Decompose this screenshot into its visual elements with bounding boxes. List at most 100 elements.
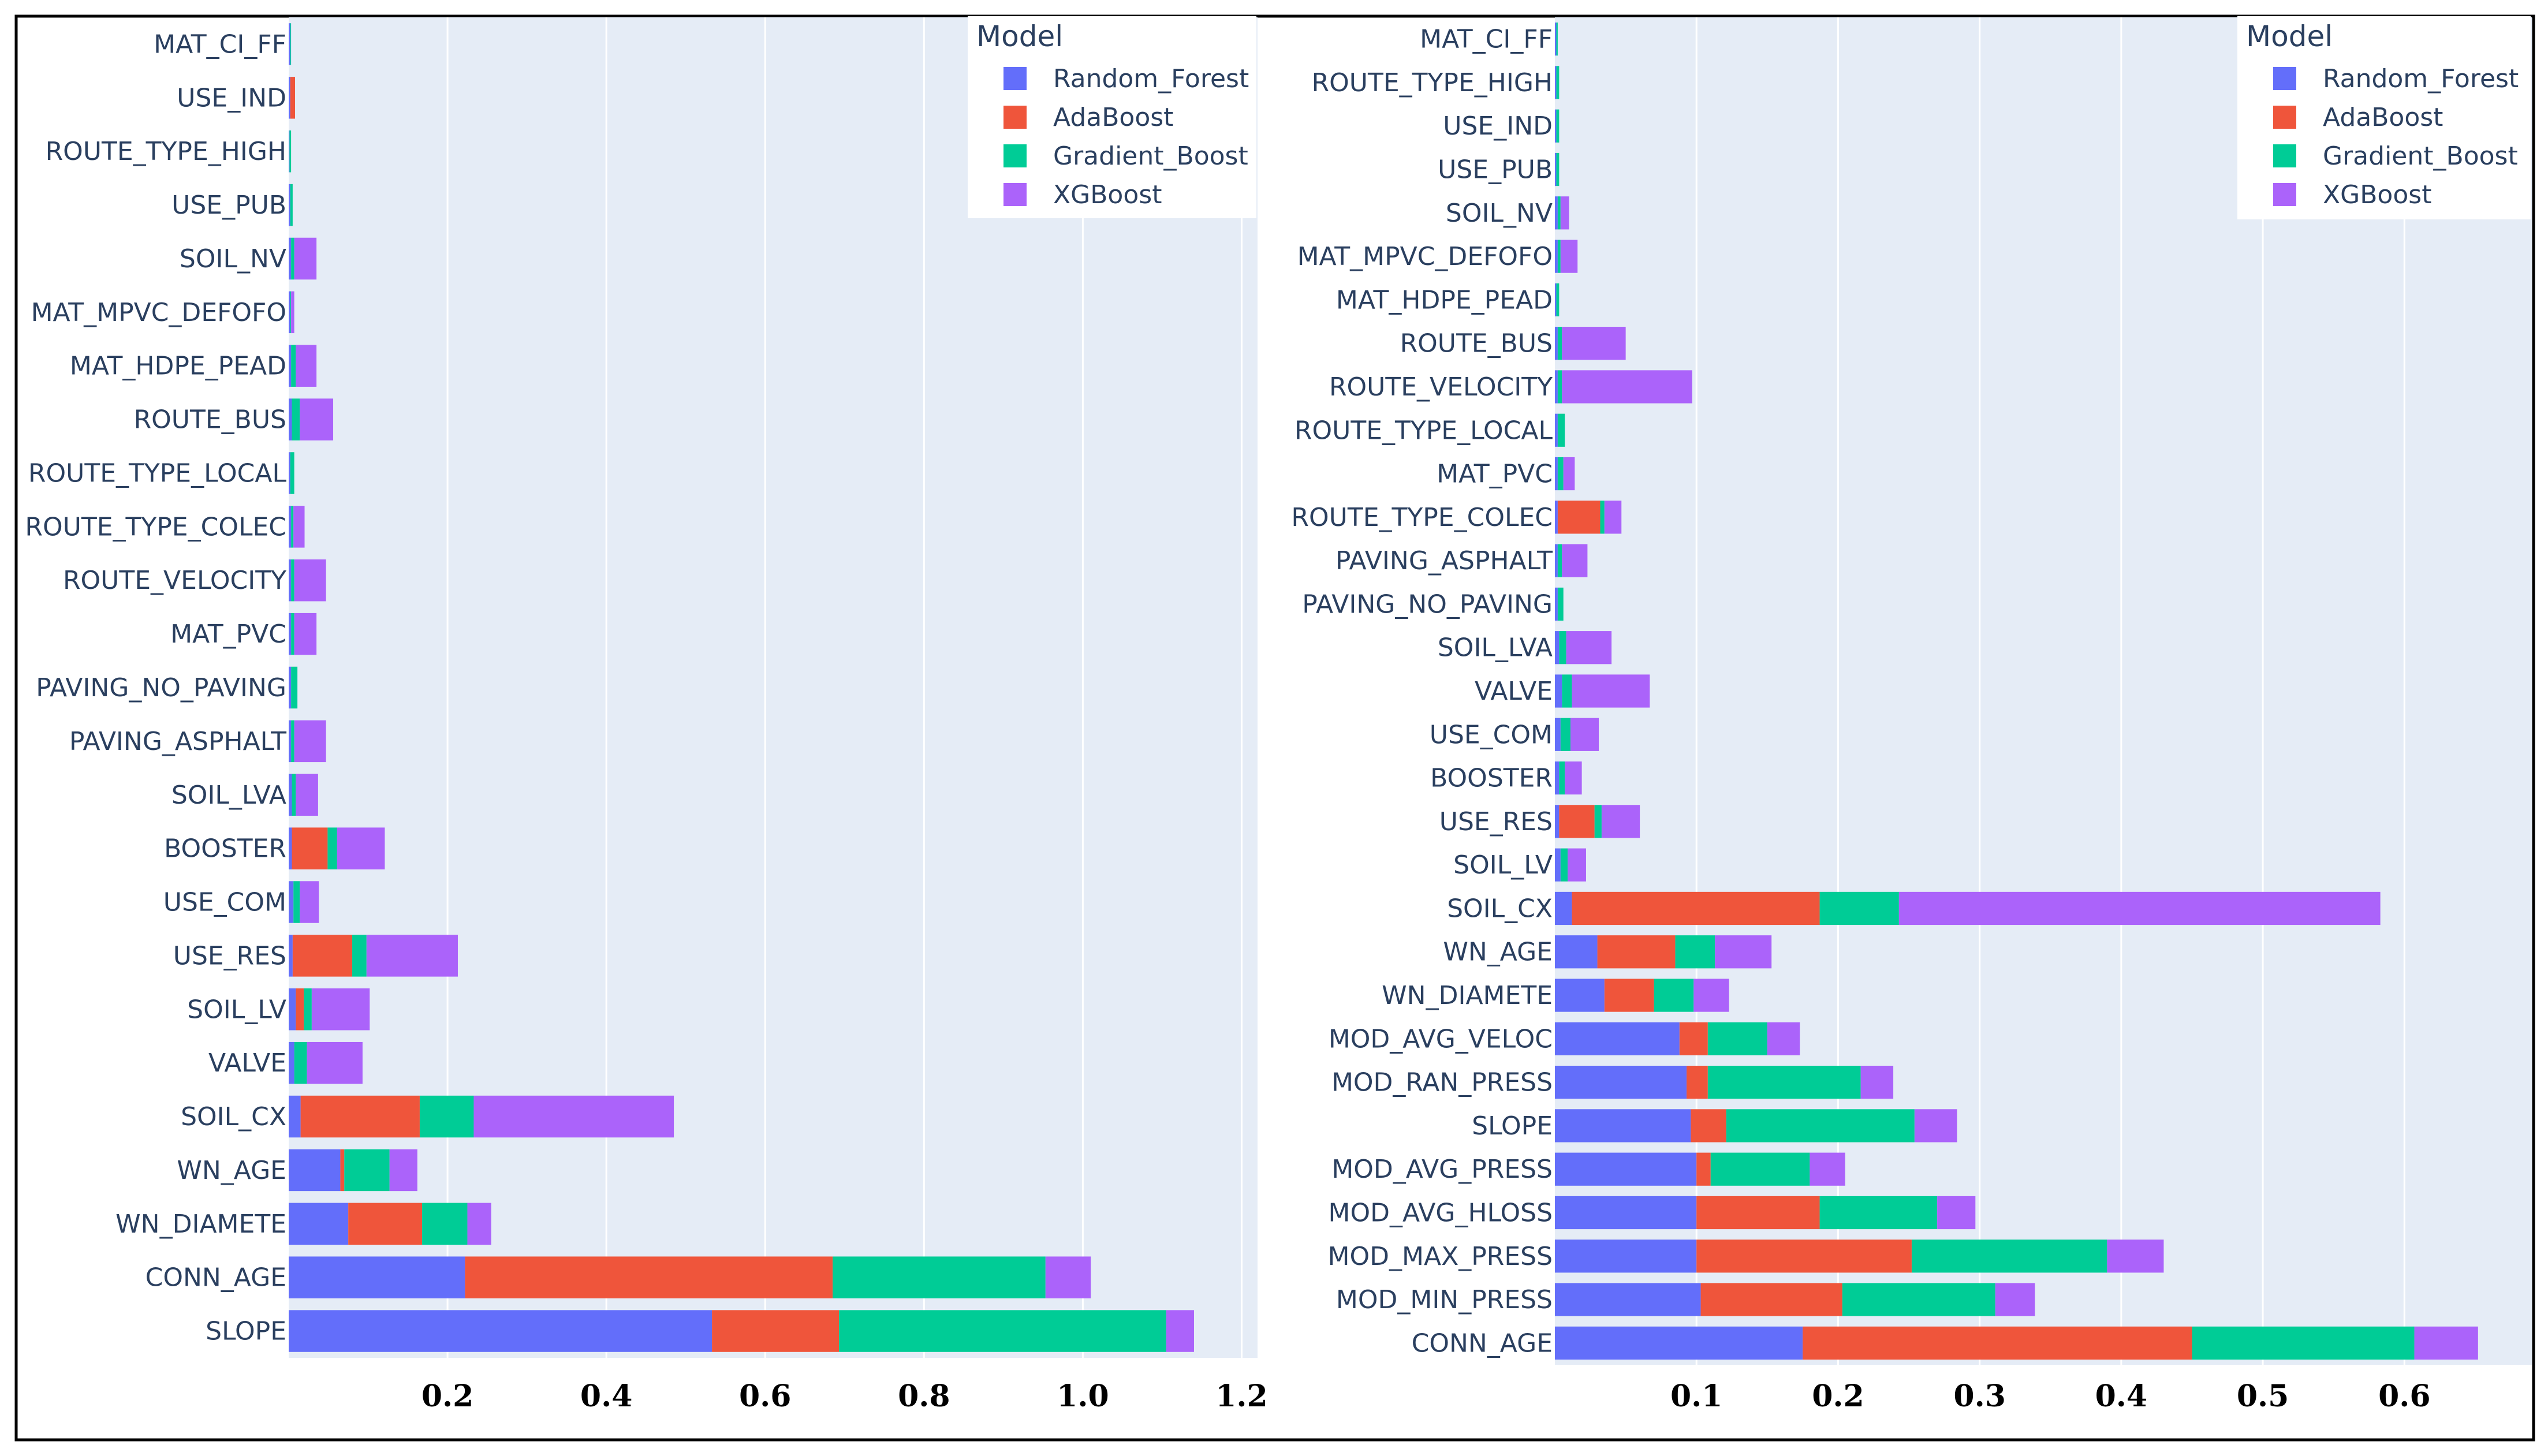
x-tick-label: 0.8 [898,1379,950,1414]
bar-adaboost-mod-min-press [1700,1283,1842,1316]
bar-xgboost-soil-nv [1560,196,1569,230]
bar-gradient-boost-mod-ran-press [1707,1066,1861,1099]
y-tick-label: ROUTE_TYPE_LOCAL [28,458,287,488]
bar-random-forest-soil-cx [1555,891,1572,925]
bar-gradient-boost-route-velocity [291,559,294,602]
bar-gradient-boost-valve [294,1041,307,1084]
bar-xgboost-soil-lva [1566,631,1612,664]
legend-swatch-xgboost [2273,183,2296,206]
legend-title: Model [2246,20,2333,53]
bar-adaboost-mod-avg-veloc [1679,1022,1708,1055]
bar-xgboost-conn-age [2414,1326,2478,1360]
legend-swatch-gradient-boost [1003,144,1027,167]
bar-gradient-boost-mod-max-press [1911,1240,2107,1273]
bar-random-forest-paving-no-paving [1555,587,1558,621]
bar-gradient-boost-route-type-colec [291,506,294,548]
bar-gradient-boost-route-type-local [1557,413,1565,447]
bar-xgboost-mod-max-press [2107,1240,2164,1273]
y-tick-label: ROUTE_TYPE_COLEC [1291,503,1553,532]
bar-adaboost-route-type-colec [1557,501,1601,534]
bar-xgboost-booster [1565,761,1582,795]
bar-adaboost-mod-avg-press [1696,1152,1711,1186]
bar-gradient-boost-mod-min-press [1842,1283,1995,1316]
y-tick-label: MAT_HDPE_PEAD [70,352,286,381]
y-tick-label: MAT_CI_FF [154,29,286,59]
bar-random-forest-soil-nv [289,237,292,280]
bar-random-forest-use-res [1555,805,1560,838]
y-tick-label: MAT_MPVC_DEFOFO [1297,242,1553,271]
bar-adaboost-soil-cx [300,1095,420,1138]
y-tick-label: PAVING_NO_PAVING [1302,589,1553,619]
legend-swatch-gradient-boost [2273,144,2296,167]
bar-random-forest-wn-age [289,1149,341,1192]
bar-gradient-boost-conn-age [2192,1326,2415,1360]
bar-adaboost-wn-age [340,1149,345,1192]
bar-random-forest-route-type-local [1555,413,1558,447]
x-tick-label: 0.5 [2237,1379,2289,1414]
bar-gradient-boost-slope [1726,1109,1915,1143]
y-tick-label: SOIL_NV [1446,199,1553,228]
bar-gradient-boost-use-pub [1556,152,1560,186]
y-tick-label: MAT_CI_FF [1420,25,1553,54]
x-tick-label: 0.4 [580,1379,632,1414]
bar-adaboost-use-res [1559,805,1595,838]
y-tick-label: USE_PUB [171,191,286,220]
y-tick-label: SOIL_LV [187,995,286,1024]
bar-xgboost-soil-nv [294,237,317,280]
bar-random-forest-wn-diamete [289,1203,349,1245]
bar-random-forest-valve [1555,674,1562,708]
x-tick-label: 1.0 [1057,1379,1109,1414]
bar-random-forest-soil-lv [289,988,296,1031]
legend-title: Model [976,20,1063,53]
bar-xgboost-soil-lv [1568,848,1586,882]
bar-random-forest-mat-pvc [1555,457,1558,491]
bar-random-forest-mat-mpvc-defofo [289,291,290,334]
bar-adaboost-use-res [292,935,353,977]
y-tick-label: ROUTE_TYPE_HIGH [46,137,286,166]
y-tick-label: SOIL_NV [180,244,286,274]
y-tick-label: PAVING_ASPHALT [1335,546,1553,576]
bar-random-forest-use-pub [1555,152,1557,186]
y-tick-label: SOIL_LVA [171,781,286,810]
x-tick-label: 0.3 [1953,1379,2005,1414]
bar-gradient-boost-use-res [1594,805,1602,838]
bar-gradient-boost-route-bus [292,398,300,440]
y-tick-label: BOOSTER [164,834,286,864]
bar-xgboost-route-velocity [294,559,326,602]
bar-gradient-boost-use-pub [290,184,293,226]
bar-xgboost-conn-age [1045,1256,1091,1298]
bar-gradient-boost-mod-avg-veloc [1707,1022,1767,1055]
bar-xgboost-wn-age [1715,935,1772,969]
bar-gradient-boost-mat-ci-ff [290,23,292,65]
bar-random-forest-mat-ci-ff [1555,23,1557,56]
bar-gradient-boost-route-type-high [289,130,292,173]
plot-area-1 [289,17,1258,1358]
y-tick-label: MOD_AVG_VELOC [1329,1024,1553,1054]
bar-random-forest-route-bus [1555,327,1558,360]
bar-xgboost-mod-avg-hloss [1937,1196,1976,1230]
x-tick-label: 1.2 [1215,1379,1267,1414]
bar-random-forest-route-type-high [1555,66,1557,99]
bar-gradient-boost-mat-ci-ff [1556,23,1558,56]
y-tick-label: ROUTE_TYPE_HIGH [1312,68,1553,98]
bar-random-forest-route-bus [289,398,292,440]
bar-gradient-boost-mat-hdpe-pead [291,345,296,387]
y-tick-label: MAT_MPVC_DEFOFO [31,298,286,327]
bar-random-forest-mat-hdpe-pead [289,345,292,387]
y-tick-label: WN_DIAMETE [1382,981,1553,1010]
bar-adaboost-mod-avg-hloss [1696,1196,1820,1230]
bar-random-forest-paving-no-paving [289,666,292,709]
bar-random-forest-mat-hdpe-pead [1555,283,1557,316]
y-tick-label: CONN_AGE [146,1263,286,1293]
bar-gradient-boost-soil-lva [1559,631,1566,664]
y-tick-label: PAVING_ASPHALT [69,727,286,756]
y-tick-label: WN_AGE [177,1156,286,1185]
legend-swatch-adaboost [1003,106,1027,129]
bar-xgboost-route-velocity [1562,370,1692,404]
legend-swatch-random-forest [1003,67,1027,90]
bar-gradient-boost-mat-pvc [291,613,294,655]
bar-gradient-boost-paving-asphalt [1557,544,1562,577]
bar-xgboost-slope [1166,1310,1194,1352]
bar-xgboost-mat-pvc [294,613,317,655]
bar-random-forest-soil-nv [1555,196,1558,230]
